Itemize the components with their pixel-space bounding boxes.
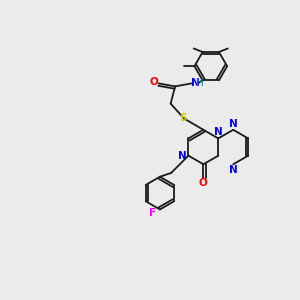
Text: F: F <box>149 208 156 218</box>
Text: O: O <box>149 77 158 87</box>
Text: N: N <box>214 128 223 137</box>
Text: O: O <box>199 178 208 188</box>
Text: N: N <box>230 165 238 175</box>
Text: S: S <box>179 112 186 123</box>
Text: N: N <box>191 77 200 88</box>
Text: H: H <box>196 77 204 88</box>
Text: N: N <box>178 151 187 160</box>
Text: N: N <box>230 119 238 129</box>
